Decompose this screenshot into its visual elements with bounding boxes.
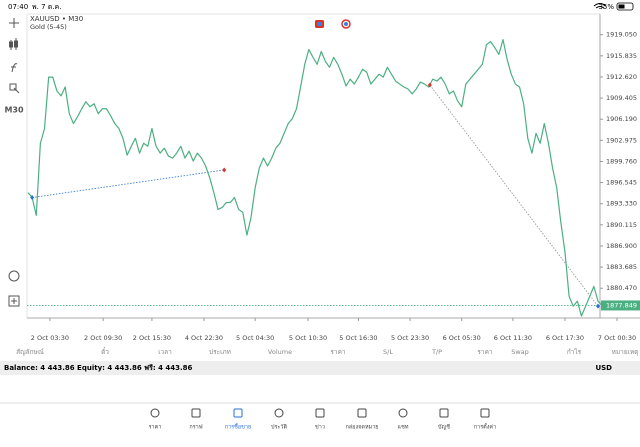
column-header: ประเภท [209,348,231,356]
balance-summary: Balance: 4 443.86 Equity: 4 443.86 ฟรี: … [4,364,193,372]
y-tick-label: 1919.050 [606,31,637,39]
nav-item[interactable]: ข่าว [315,408,325,431]
nav-item[interactable]: ราคา [149,408,162,431]
objects-tool[interactable] [9,83,20,94]
balance-currency: USD [595,364,612,372]
nav-label: กล่องจดหมาย [345,425,378,431]
y-tick-label: 1915.835 [606,52,637,60]
nav-label: ข่าว [315,425,325,431]
candle-body [9,41,13,48]
nav-icon [398,408,408,418]
nav-icon [150,408,160,418]
column-header: Volume [268,348,292,356]
nav-item[interactable]: แชท [398,408,409,431]
y-tick-label: 1902.975 [606,136,637,144]
nav-icon [233,408,243,418]
y-tick-label: 1896.545 [606,179,637,187]
nav-label: กราฟ [189,424,202,431]
y-tick-label: 1880.470 [606,284,637,292]
current-price-label: 1877.849 [606,301,637,309]
new-order-tool[interactable] [8,295,20,307]
x-tick-label: 2 Oct 15:30 [133,334,171,342]
one-click-icon-inner [317,22,322,26]
trade-tool[interactable] [8,270,20,282]
nav-item[interactable]: ประวัติ [271,408,287,431]
x-tick-label: 6 Oct 17:30 [546,334,584,342]
column-header: สัญลักษณ์ [16,348,44,356]
nav-item[interactable]: บัญชี [438,408,450,431]
x-tick-label: 5 Oct 10:30 [289,334,327,342]
nav-icon [439,408,449,418]
nav-label: ราคา [149,425,162,431]
x-tick-label: 2 Oct 09:30 [84,334,122,342]
y-tick-label: 1883.685 [606,263,637,271]
nav-item[interactable]: กราฟ [189,408,203,431]
status-date: พ. 7 ต.ค. [32,3,61,11]
y-tick-label: 1890.115 [606,221,637,229]
y-tick-label: 1909.405 [606,94,637,102]
x-tick-label: 5 Oct 16:30 [339,334,377,342]
nav-label: การตั้งค่า [474,423,496,431]
column-header: Swap [511,348,529,356]
indicator-name: Gold (5-45) [30,23,67,31]
trade-marker [30,195,35,201]
column-header: เวลา [158,348,172,356]
nav-label: การซื้อขาย [225,423,251,431]
y-tick-label: 1899.760 [606,157,637,165]
status-battery: 35% [598,3,614,11]
wifi-icon [593,3,607,9]
indicator-tool[interactable] [11,63,18,73]
y-tick-label: 1906.190 [606,115,637,123]
x-tick-label: 5 Oct 04:30 [236,334,274,342]
x-tick-label: 7 Oct 00:30 [598,334,636,342]
trade-line [32,169,225,198]
nav-icon [191,408,201,418]
x-tick-label: 4 Oct 22:30 [185,334,223,342]
nav-item[interactable]: กล่องจดหมาย [345,408,379,431]
balance-bar [0,361,640,375]
trade-marker [596,303,600,309]
column-header: ราคา [330,348,345,356]
status-time: 07:40 [8,3,28,11]
nav-label: ประวัติ [271,424,287,431]
table-header [0,344,640,360]
chart-symbol: XAUUSD • M30 [30,15,83,23]
nav-label: บัญชี [438,424,450,431]
column-header: หมายเหตุ [612,348,639,356]
battery-level [618,4,625,9]
nav-item[interactable]: การตั้งค่า [474,408,496,431]
nav-label: แชท [398,424,409,431]
nav-icon [315,408,325,418]
timeframe-button[interactable]: M30 [4,106,24,115]
trade-line [429,84,599,307]
battery-icon [616,2,634,11]
x-tick-label: 2 Oct 03:30 [31,334,69,342]
nav-icon [480,408,490,418]
trade-marker [427,82,432,88]
y-tick-label: 1893.330 [606,200,637,208]
y-tick-label: 1912.620 [606,73,637,81]
signal-icon-inner [344,22,348,26]
x-tick-label: 6 Oct 05:30 [443,334,481,342]
trade-marker [222,167,227,173]
column-header: ตั๋ว [101,347,109,356]
nav-icon [357,408,367,418]
x-tick-label: 5 Oct 23:30 [391,334,429,342]
nav-icon [274,408,284,418]
current-price-box [601,300,640,311]
column-header: T/P [431,348,442,356]
left-toolbar[interactable] [8,18,20,307]
x-tick-label: 6 Oct 11:30 [494,334,532,342]
candle-body [14,40,18,48]
signal-icon[interactable] [341,19,351,29]
column-header: ราคา [477,348,492,356]
column-header: S/L [383,348,393,356]
crosshair-tool[interactable] [9,18,19,28]
y-tick-label: 1886.900 [606,242,637,250]
column-header: กำไร [567,348,582,356]
nav-item[interactable]: การซื้อขาย [225,408,251,431]
price-line [27,39,603,317]
